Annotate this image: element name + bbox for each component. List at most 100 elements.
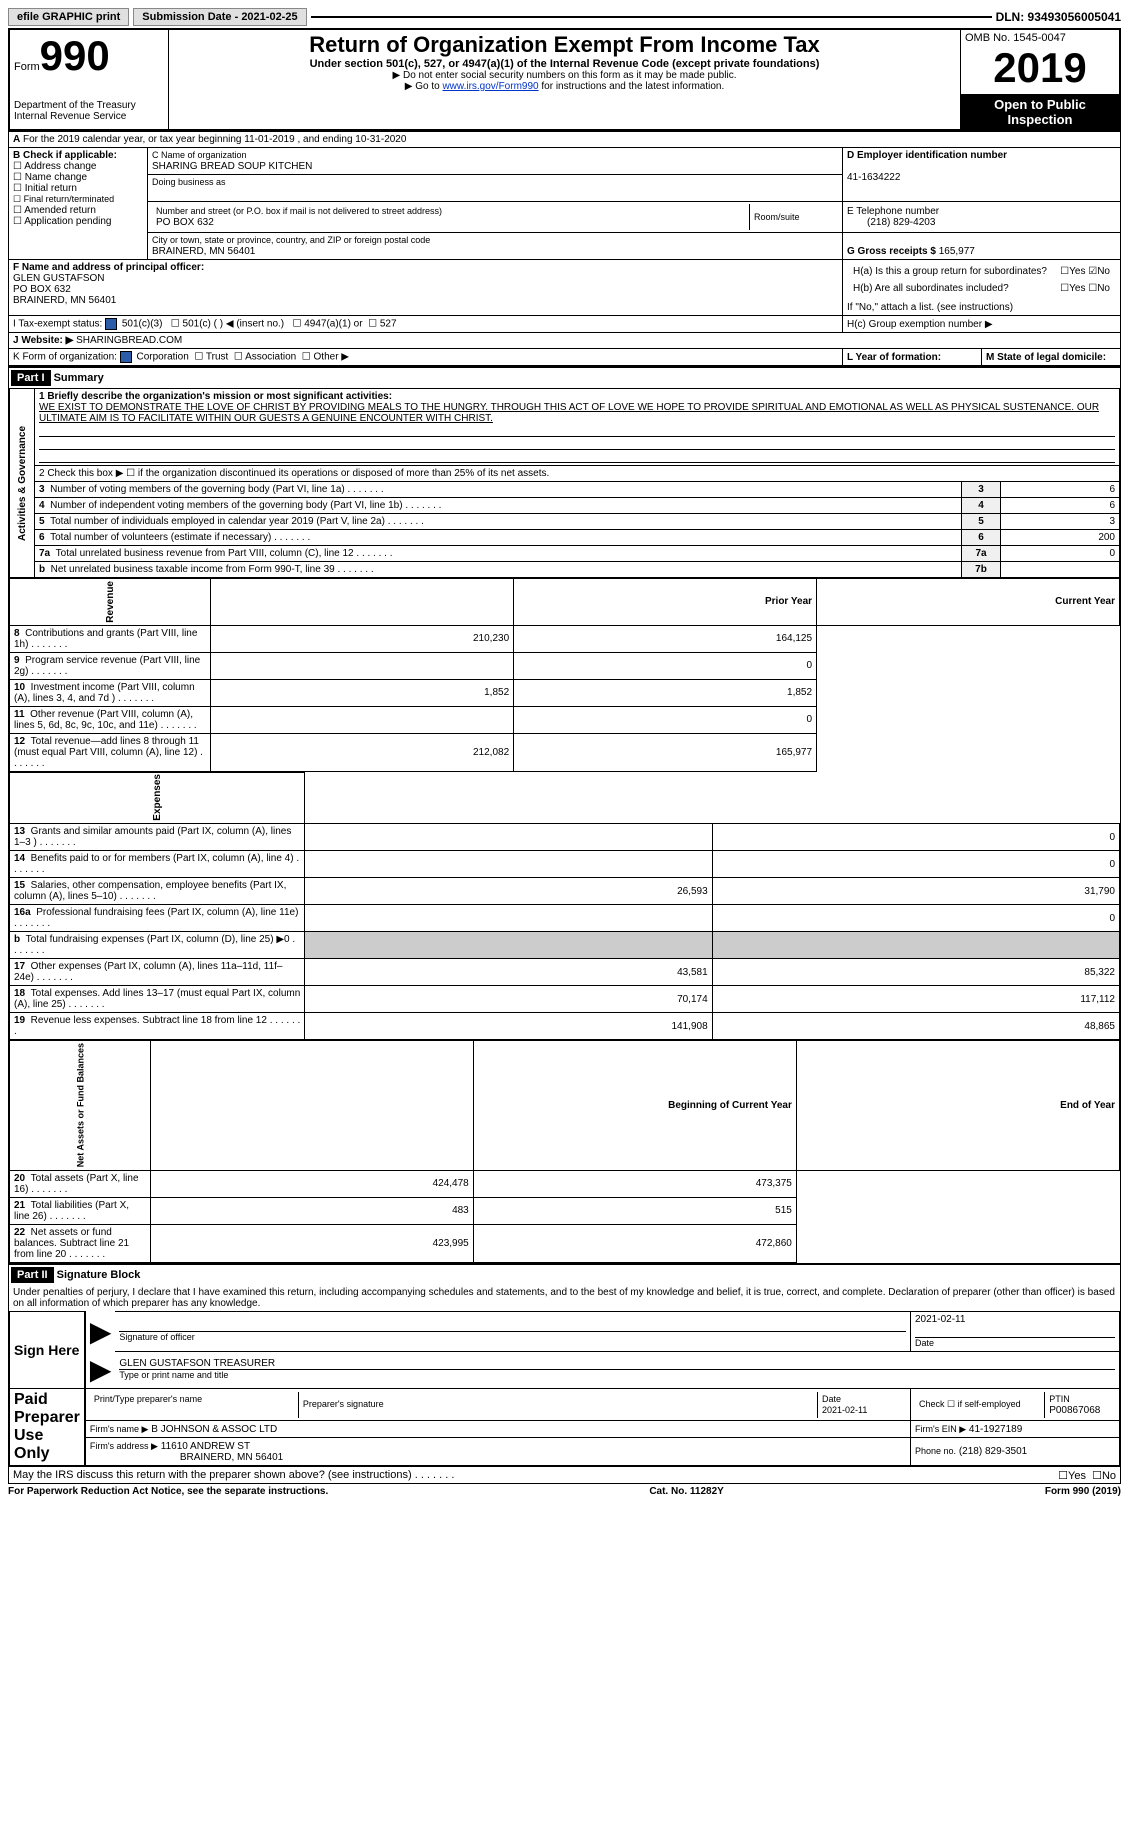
ha-yes[interactable]: Yes [1069,266,1085,277]
cb-pending[interactable]: ☐ Application pending [13,216,112,227]
part1-header: Part I [11,370,51,386]
hb-no[interactable]: No [1097,283,1110,294]
cb-initial[interactable]: ☐ Initial return [13,183,77,194]
officer-city: BRAINERD, MN 56401 [13,295,116,306]
form-word: Form [14,61,40,73]
addr-label: Number and street (or P.O. box if mail i… [156,206,442,216]
ein-label: D Employer identification number [847,150,1007,161]
q1-label: 1 Briefly describe the organization's mi… [39,391,392,402]
officer-addr: PO BOX 632 [13,284,71,295]
ha-label: H(a) Is this a group return for subordin… [853,266,1047,277]
irs-link[interactable]: www.irs.gov/Form990 [442,81,538,92]
expenses-label: Expenses [10,772,305,824]
table-row: 8 Contributions and grants (Part VIII, l… [10,625,1120,652]
cat-no: Cat. No. 11282Y [649,1486,723,1497]
hb-yes[interactable]: Yes [1069,283,1085,294]
table-row: 22 Net assets or fund balances. Subtract… [10,1224,1120,1262]
form-note1: ▶ Do not enter social security numbers o… [173,70,956,81]
part2-title: Signature Block [57,1269,141,1281]
table-row: b Total fundraising expenses (Part IX, c… [10,932,1120,959]
note2-pre: ▶ Go to [405,81,443,92]
col-prior: Prior Year [514,579,817,626]
q1-text: WE EXIST TO DEMONSTRATE THE LOVE OF CHRI… [39,402,1099,424]
period-line: A For the 2019 calendar year, or tax yea… [9,132,1121,148]
top-toolbar: efile GRAPHIC print Submission Date - 20… [8,8,1121,26]
table-row: 13 Grants and similar amounts paid (Part… [10,824,1120,851]
table-row: 9 Program service revenue (Part VIII, li… [10,652,1120,679]
firm-ein-label: Firm's EIN ▶ [915,1424,966,1434]
gov-row: 6 Total number of volunteers (estimate i… [10,530,1120,546]
prep-name-label: Print/Type preparer's name [94,1394,202,1404]
part2-header: Part II [11,1267,54,1283]
cb-amended[interactable]: ☐ Amended return [13,205,96,216]
part1: Part I Summary Activities & Governance 1… [8,366,1121,1264]
table-row: 19 Revenue less expenses. Subtract line … [10,1013,1120,1040]
table-row: 21 Total liabilities (Part X, line 26)48… [10,1197,1120,1224]
form-number: 990 [40,32,110,79]
firm-ein: 41-1927189 [969,1424,1022,1435]
officer-name: GLEN GUSTAFSON [13,273,105,284]
revenue-label: Revenue [10,579,211,626]
discuss-yes[interactable]: Yes [1068,1470,1086,1482]
firm-city: BRAINERD, MN 56401 [180,1452,283,1463]
h-note: If "No," attach a list. (see instruction… [847,302,1013,313]
year-formation-label: L Year of formation: [847,352,941,363]
form-title: Return of Organization Exempt From Incom… [173,32,956,58]
cb-corp[interactable] [120,351,132,363]
gov-row: 7a Total unrelated business revenue from… [10,546,1120,562]
paid-preparer-label: Paid Preparer Use Only [10,1389,85,1466]
part2: Part II Signature Block Under penalties … [8,1264,1121,1485]
ptin-value: P00867068 [1049,1405,1100,1416]
submission-date-button[interactable]: Submission Date - 2021-02-25 [133,8,306,26]
form-ref: Form 990 (2019) [1045,1486,1121,1497]
ha-no[interactable]: No [1097,266,1110,277]
form-org-label: K Form of organization: [13,352,117,363]
table-row: 18 Total expenses. Add lines 13–17 (must… [10,986,1120,1013]
ein-value: 41-1634222 [847,172,900,183]
firm-addr-label: Firm's address ▶ [90,1441,158,1451]
table-row: 20 Total assets (Part X, line 16)424,478… [10,1170,1120,1197]
officer-label: F Name and address of principal officer: [13,262,204,273]
phone-value: (218) 829-4203 [867,217,935,228]
omb-label: OMB No. 1545-0047 [965,32,1115,44]
dept-label: Department of the Treasury Internal Reve… [14,100,164,122]
table-row: 15 Salaries, other compensation, employe… [10,878,1120,905]
gov-row: 3 Number of voting members of the govern… [10,482,1120,498]
city-value: BRAINERD, MN 56401 [152,246,255,257]
domicile-label: M State of legal domicile: [986,352,1106,363]
gov-row: 4 Number of independent voting members o… [10,498,1120,514]
cb-trust[interactable]: Trust [206,352,228,363]
dba-label: Doing business as [152,177,226,187]
efile-button[interactable]: efile GRAPHIC print [8,8,129,26]
form-subtitle: Under section 501(c), 527, or 4947(a)(1)… [173,58,956,70]
firm-phone: (218) 829-3501 [959,1446,1027,1457]
cb-501c3[interactable] [105,318,117,330]
cb-501c[interactable]: 501(c) ( ) ◀ (insert no.) [183,319,285,330]
cb-other[interactable]: Other ▶ [314,352,349,363]
prep-date: Date 2021-02-11 [822,1394,867,1415]
cb-name[interactable]: ☐ Name change [13,172,87,183]
netassets-label: Net Assets or Fund Balances [10,1041,151,1170]
city-label: City or town, state or province, country… [152,235,430,245]
self-employed-cb[interactable]: Check ☐ if self-employed [919,1399,1021,1409]
form-label: Form990 [14,32,164,80]
discuss-no[interactable]: No [1102,1470,1116,1482]
cb-527[interactable]: 527 [380,319,397,330]
cb-address[interactable]: ☐ Address change [13,161,96,172]
cb-final[interactable]: ☐ Final return/terminated [13,194,114,204]
box-b-label: B Check if applicable: [13,150,117,161]
table-row: 14 Benefits paid to or for members (Part… [10,851,1120,878]
gross-label: G Gross receipts $ [847,246,936,257]
page-footer: For Paperwork Reduction Act Notice, see … [8,1486,1121,1497]
cb-assoc[interactable]: Association [245,352,296,363]
toolbar-divider [311,16,992,18]
addr-value: PO BOX 632 [156,217,214,228]
cb-4947[interactable]: 4947(a)(1) or [304,319,362,330]
governance-label: Activities & Governance [10,389,35,578]
note2-post: for instructions and the latest informat… [539,81,725,92]
table-row: 11 Other revenue (Part VIII, column (A),… [10,706,1120,733]
sig-date: 2021-02-11 [915,1314,965,1325]
phone-label: E Telephone number [847,206,939,217]
table-row: 16a Professional fundraising fees (Part … [10,905,1120,932]
part1-title: Summary [54,372,104,384]
